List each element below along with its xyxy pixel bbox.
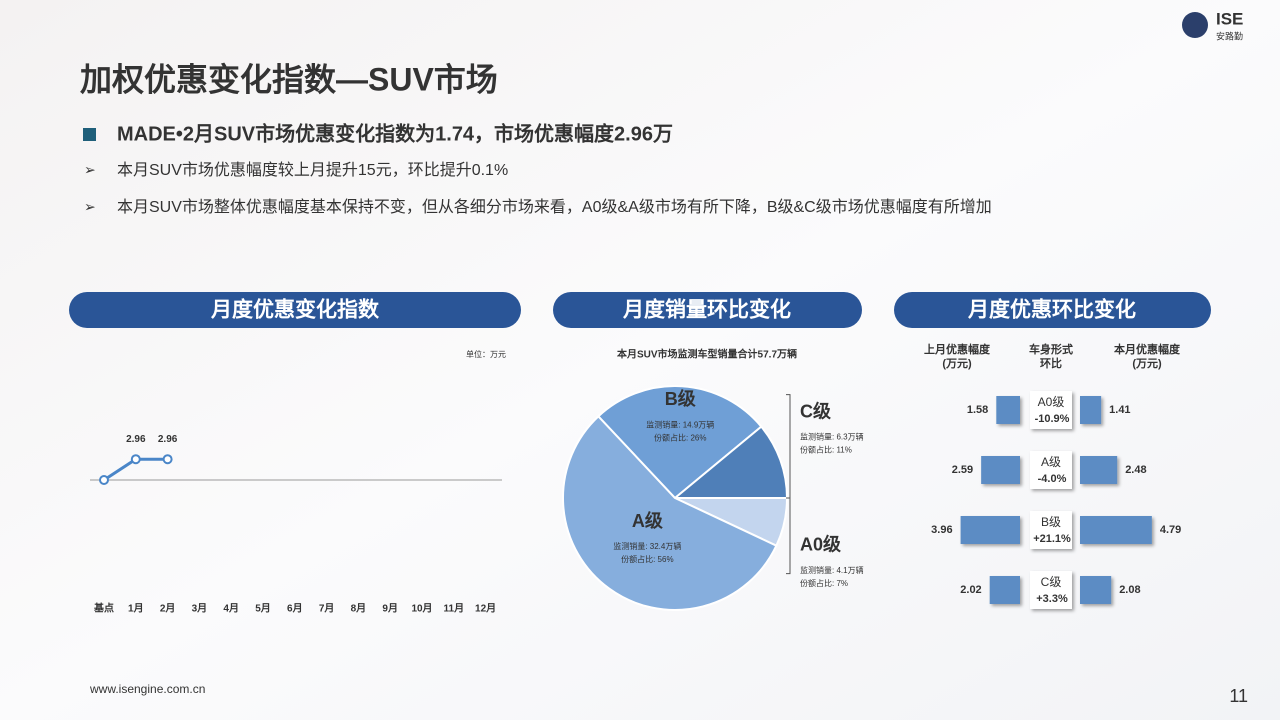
marker [162,454,173,465]
marker [130,454,141,465]
slice-sales: 监测销量: 6.3万辆 [800,432,864,442]
slice-label: A0级 [800,533,842,554]
bullet: 本月SUV市场整体优惠幅度基本保持不变，但从各细分市场来看，A0级&A级市场有所… [117,198,992,216]
x-tick-label: 11月 [444,603,465,615]
slice-share: 份额占比: 26% [654,432,706,442]
bar [1080,516,1152,544]
column-header: 环比 [1040,356,1062,370]
x-tick-label: 6月 [287,603,303,615]
chart-title: 月度销量环比变化 [622,298,791,322]
headline: MADE•2月SUV市场优惠变化指数为1.74，市场优惠幅度2.96万 [117,121,673,145]
slice-sales: 监测销量: 14.9万辆 [646,419,714,429]
slice-label: C级 [800,400,832,421]
pie-slice [672,425,789,499]
bar [1080,396,1102,424]
column-header: 本月优惠幅度 [1114,342,1181,356]
arrow: ➢ [84,199,96,215]
unit-label: 单位：万元 [466,349,506,359]
section-pill [894,292,1211,328]
data-label: 4.79 [1160,524,1181,536]
category-label: A级 [1041,455,1061,469]
x-tick-label: 10月 [411,603,432,615]
category-label: A0级 [1038,395,1065,409]
slide-title: 加权优惠变化指数—SUV市场 [80,61,498,97]
slice-label: A级 [632,510,664,531]
change-label: +21.1% [1033,533,1071,545]
pie-slice [562,414,778,611]
x-tick-label: 9月 [382,603,398,615]
data-label: 2.59 [952,464,973,476]
x-tick-label: 4月 [223,603,239,615]
bar [1080,576,1112,604]
column-header: 车身形式 [1029,342,1073,356]
change-label: +3.3% [1036,593,1068,605]
section-pill [69,292,521,328]
logo-brand: ISE [1216,9,1243,28]
bracket [786,497,791,575]
slice-share: 份额占比: 11% [800,445,852,455]
data-label: 2.96 [126,434,146,445]
slice-share: 份额占比: 56% [621,554,673,564]
change-label: -10.9% [1035,413,1070,425]
bar [989,576,1020,604]
x-tick-label: 8月 [351,603,367,615]
column-header: (万元) [942,357,972,370]
category-box [1030,451,1072,489]
data-label: 2.96 [158,434,178,445]
data-label: 3.96 [931,524,952,536]
data-label: 1.41 [1109,404,1130,416]
x-tick-label: 基点 [93,602,114,615]
data-label: 2.48 [1125,464,1146,476]
data-label: 1.58 [967,404,988,416]
logo-sub: 安路勤 [1216,30,1243,41]
category-label: C级 [1041,575,1062,589]
section-pill [553,292,862,328]
category-label: B级 [1041,515,1061,529]
arrow: ➢ [84,162,96,178]
bullet-square [83,128,96,141]
page-number: 11 [1229,686,1248,706]
footer: www.isengine.com.cn [89,682,205,696]
chart-subtitle: 本月SUV市场监测车型销量合计57.7万辆 [617,348,797,361]
column-header: (万元) [1132,357,1162,370]
category-box [1030,571,1072,609]
change-label: -4.0% [1038,473,1067,485]
column-header: 上月优惠幅度 [924,342,991,356]
bar [1080,456,1118,484]
slice-share: 份额占比: 7% [800,578,848,588]
pie-slice [596,385,763,500]
marker [99,475,109,485]
logo-mark [1182,12,1208,38]
category-box [1030,511,1072,549]
x-tick-label: 12月 [475,603,496,615]
category-box [1030,391,1072,429]
slice-label: B级 [665,388,697,409]
slice-sales: 监测销量: 4.1万辆 [800,565,864,575]
x-tick-label: 2月 [160,603,176,615]
x-tick-label: 7月 [319,603,335,615]
x-tick-label: 5月 [255,603,271,615]
x-tick-label: 1月 [128,603,144,615]
data-label: 2.08 [1119,584,1140,596]
x-tick-label: 3月 [192,603,208,615]
data-label: 2.02 [960,584,981,596]
bar [960,516,1020,544]
bar [981,456,1020,484]
bar [996,396,1020,424]
chart-title: 月度优惠环比变化 [967,298,1136,322]
bullet: 本月SUV市场优惠幅度较上月提升15元，环比提升0.1% [117,161,508,179]
slice-sales: 监测销量: 32.4万辆 [613,541,681,551]
chart-title: 月度优惠变化指数 [210,298,380,322]
